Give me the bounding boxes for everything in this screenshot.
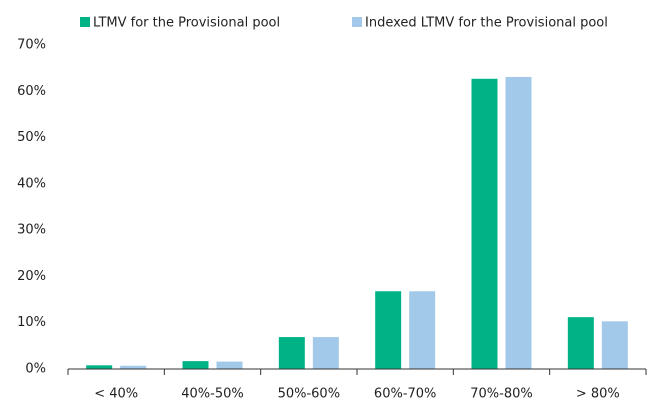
bar xyxy=(601,321,628,369)
bar xyxy=(375,291,402,369)
x-tick-label: 40%-50% xyxy=(181,387,243,402)
x-tick-label: 70%-80% xyxy=(470,387,532,402)
legend-label: LTMV for the Provisional pool xyxy=(93,16,280,31)
bar xyxy=(278,337,305,369)
bar xyxy=(312,337,339,369)
legend-swatch xyxy=(352,17,362,27)
bar xyxy=(216,361,243,369)
y-tick-label: 10% xyxy=(17,315,46,330)
bar xyxy=(86,365,113,369)
y-tick-label: 20% xyxy=(17,269,46,284)
bar xyxy=(120,365,147,369)
x-tick-label: 60%-70% xyxy=(374,387,436,402)
y-tick-label: 40% xyxy=(17,176,46,191)
y-tick-label: 60% xyxy=(17,84,46,99)
bar xyxy=(409,291,436,369)
y-tick-label: 30% xyxy=(17,223,46,238)
bar xyxy=(505,76,532,370)
y-tick-label: 0% xyxy=(25,362,46,377)
y-tick-label: 50% xyxy=(17,130,46,145)
x-tick-label: < 40% xyxy=(94,387,138,402)
legend-label: Indexed LTMV for the Provisional pool xyxy=(365,16,608,31)
y-tick-label: 70% xyxy=(17,38,46,53)
x-tick-label: 50%-60% xyxy=(278,387,340,402)
bar xyxy=(471,78,498,369)
legend-swatch xyxy=(80,17,90,27)
bar xyxy=(567,317,594,369)
x-tick-label: > 80% xyxy=(576,387,620,402)
bar xyxy=(182,361,209,369)
